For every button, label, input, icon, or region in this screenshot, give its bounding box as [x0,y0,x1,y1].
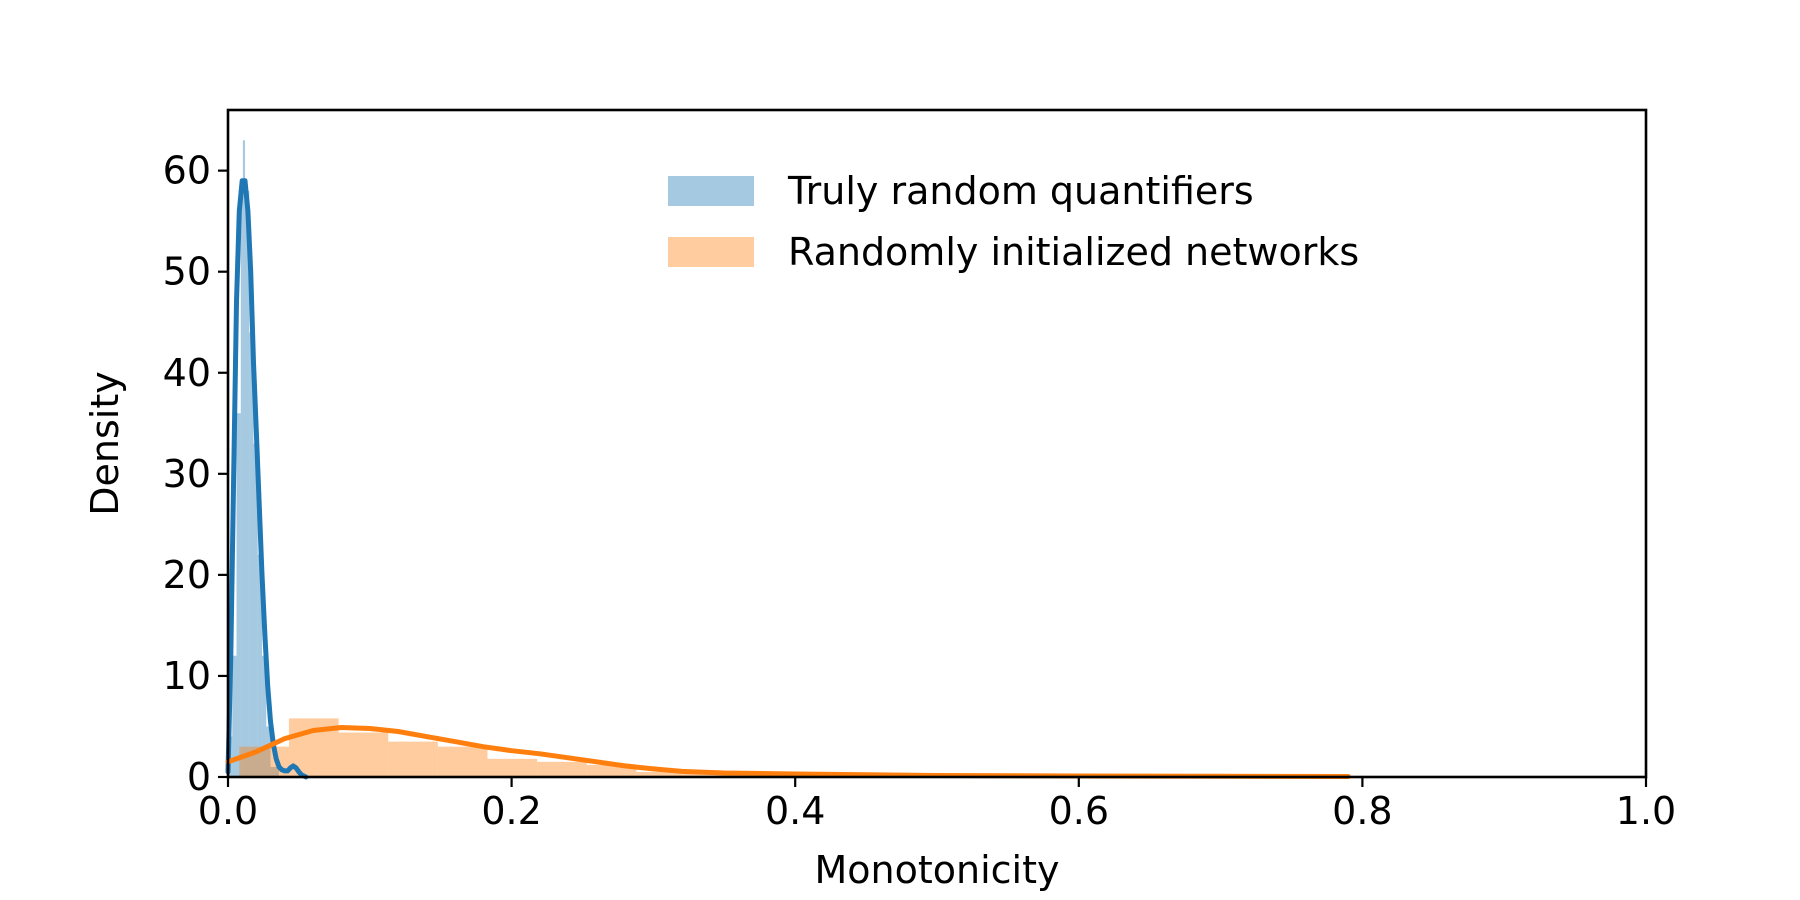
histogram-bar-truly-random [257,554,263,777]
x-tick-label: 0.6 [1049,789,1109,833]
plot-frame [226,108,1648,779]
histogram-bar-truly-random [232,655,237,777]
y-tick-label: 20 [163,553,211,597]
x-tick-label: 1.0 [1616,789,1676,833]
y-tick-label: 10 [163,654,211,698]
y-axis: 0 10 20 30 40 50 60 [163,149,228,799]
histogram-bar-random-networks [686,773,736,777]
x-axis: 0.0 0.2 0.4 0.6 0.8 1.0 [198,777,1676,833]
kde-layer [225,178,1351,780]
x-tick-label: 0.2 [481,789,541,833]
histogram-bar-random-networks [437,746,488,777]
histogram-bar-random-networks [338,732,389,777]
histogram-bar-truly-random [236,413,241,777]
y-tick-label: 50 [163,250,211,294]
histogram-bar-truly-random [242,140,246,777]
y-tick-label: 0 [187,755,211,799]
histogram-bar-truly-random [245,190,250,777]
histogram-bar-random-networks [537,761,587,777]
legend-label-truly-random: Truly random quantifiers [787,169,1254,213]
y-tick-label: 30 [163,452,211,496]
histogram-bar-random-networks [239,746,289,777]
histogram-bar-random-networks [388,741,438,777]
x-tick-label: 0.4 [765,789,825,833]
y-tick-label: 60 [163,149,211,193]
y-axis-label: Density [83,371,127,515]
histogram-layer [228,140,1349,777]
x-axis-label: Monotonicity [815,848,1060,892]
histogram-bar-truly-random [249,332,254,777]
legend: Truly random quantifiers Randomly initia… [668,169,1359,274]
legend-label-random-networks: Randomly initialized networks [788,230,1359,274]
x-tick-label: 0.0 [198,789,258,833]
histogram-bar-truly-random [266,726,271,777]
histogram-bar-random-networks [636,771,687,777]
histogram-bar-truly-random [253,443,258,777]
y-tick-label: 40 [163,351,211,395]
histogram-bar-random-networks [487,758,538,777]
histogram-bar-truly-random [262,655,267,777]
x-tick-label: 0.8 [1332,789,1392,833]
kde-line-random-networks [225,725,1351,779]
histogram-bar-truly-random [270,766,280,777]
legend-swatch-random-networks [668,237,754,267]
histogram-bar-truly-random [240,180,243,777]
legend-swatch-truly-random [668,176,754,206]
kde-line-truly-random [225,178,309,780]
